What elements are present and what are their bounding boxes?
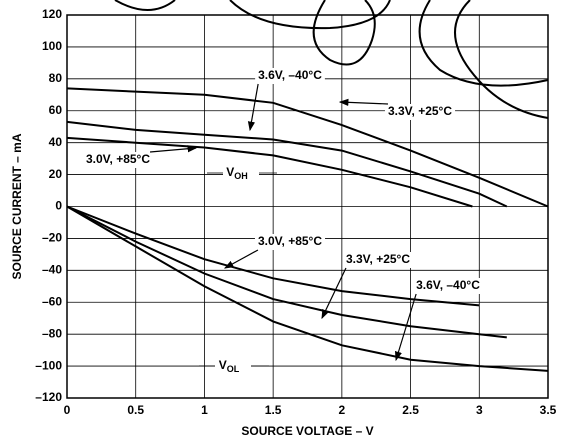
x-tick-label: 1 (201, 403, 208, 417)
decor-contours (114, 0, 549, 119)
label-bg (255, 68, 325, 84)
x-tick-label: 1.5 (265, 403, 282, 417)
series-label: 3.3V, +25°C (388, 104, 452, 118)
label-bg (342, 252, 414, 268)
series-label: 3.0V, +85°C (86, 152, 150, 166)
label-bg (413, 278, 483, 294)
label-bg (215, 356, 251, 376)
y-tick-label: –20 (42, 231, 62, 245)
line-series (66, 87, 549, 208)
line-series (66, 205, 480, 307)
group-label-sub: OL (227, 364, 240, 374)
line-series (66, 120, 508, 208)
group-label: VOH (226, 165, 248, 181)
series-label: 3.6V, –40°C (416, 278, 480, 292)
x-tick-label: 0.5 (127, 403, 144, 417)
y-tick-label: 120 (42, 7, 62, 21)
x-tick-label: 3 (476, 403, 483, 417)
label-bg (82, 152, 154, 168)
label-arrow (247, 83, 259, 132)
label-arrow (395, 293, 417, 362)
y-tick-label: –40 (42, 263, 62, 277)
y-tick-label: 40 (49, 135, 63, 149)
label-arrow (223, 249, 259, 269)
y-tick-label: –100 (35, 358, 62, 372)
x-tick-label: 3.5 (540, 403, 557, 417)
group-label-main: V (226, 165, 234, 179)
series-label: 3.3V, +25°C (346, 252, 410, 266)
y-tick-label: –60 (42, 294, 62, 308)
series-label: 3.6V, –40°C (258, 68, 322, 82)
line-series (66, 136, 473, 208)
label-bg (223, 163, 259, 183)
x-tick-label: 2 (339, 403, 346, 417)
y-tick-label: 0 (55, 199, 62, 213)
y-tick-label: 80 (49, 71, 63, 85)
line-series (66, 205, 507, 339)
y-tick-label: 100 (42, 39, 62, 53)
y-tick-label: 60 (49, 103, 63, 117)
group-label-main: V (219, 358, 227, 372)
x-tick-label: 0 (64, 403, 71, 417)
group-label-sub: OH (234, 171, 248, 181)
x-tick-label: 2.5 (402, 403, 419, 417)
y-tick-label: 20 (49, 167, 63, 181)
y-tick-label: –80 (42, 326, 62, 340)
label-arrow (321, 267, 347, 320)
line-series (66, 205, 549, 372)
label-bg (384, 104, 456, 120)
label-arrow (149, 145, 198, 153)
x-axis-label: SOURCE VOLTAGE – V (241, 424, 373, 438)
label-bg (254, 234, 326, 250)
label-arrow (338, 98, 388, 106)
y-axis-label: SOURCE CURRENT – mA (10, 133, 24, 279)
series-label: 3.0V, +85°C (258, 234, 322, 248)
y-tick-label: –120 (35, 390, 62, 404)
group-label: VOL (219, 358, 240, 374)
